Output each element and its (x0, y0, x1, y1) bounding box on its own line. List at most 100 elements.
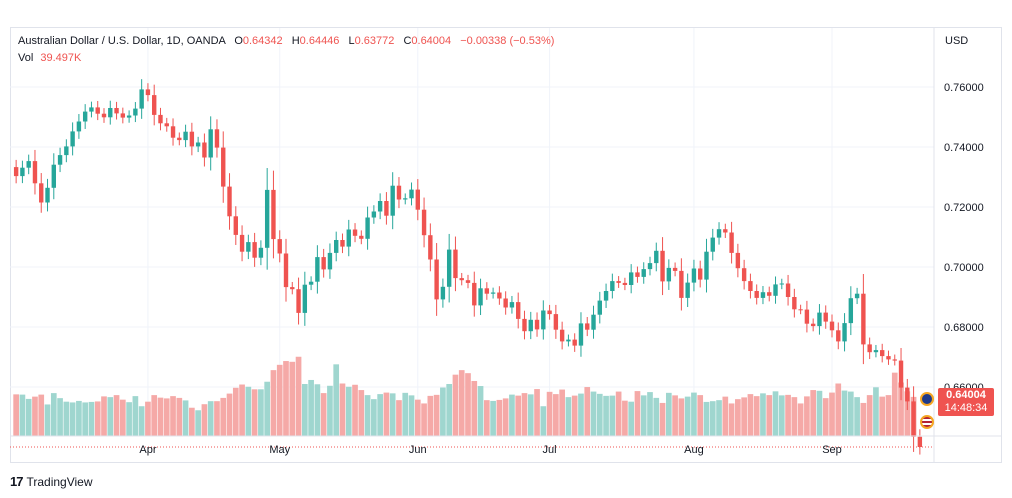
candle-body (660, 250, 665, 282)
volume-bar (640, 395, 647, 436)
candle-body (346, 229, 351, 247)
volume-bar (540, 406, 547, 436)
candle-body (252, 242, 257, 258)
volume-bar (797, 403, 804, 436)
candle-body (842, 323, 847, 342)
aud-flag-icon[interactable] (920, 392, 934, 406)
volume-bar (207, 401, 214, 436)
candle-body (559, 329, 565, 342)
volume-label: Vol (18, 52, 34, 64)
candle-body (679, 270, 684, 298)
candle-body (82, 111, 88, 122)
volume-bar (94, 401, 101, 436)
candle-body (371, 211, 377, 218)
chart-legend: Australian Dollar / U.S. Dollar, 1D, OAN… (18, 35, 554, 64)
candle-body (51, 164, 56, 188)
volume-bar (301, 384, 308, 436)
candle-body (133, 108, 138, 116)
usd-flag-icon[interactable] (920, 415, 934, 429)
volume-bar (201, 404, 208, 436)
candle-body (20, 167, 25, 177)
candle-body (541, 310, 546, 330)
volume-bar (364, 395, 371, 436)
volume-bar (82, 402, 89, 436)
volume-bar (214, 401, 220, 436)
volume-bar (352, 384, 358, 436)
candle-body (566, 339, 571, 342)
x-tick-label: Jun (409, 444, 427, 456)
candle-body (158, 114, 163, 124)
candle-body (735, 252, 741, 269)
candle-body (365, 217, 370, 239)
candle-body (57, 155, 63, 165)
candle-body (754, 291, 759, 298)
volume-bar (138, 406, 145, 436)
volume-bar (389, 393, 396, 436)
volume-bar (440, 387, 446, 436)
candle-body (465, 280, 471, 283)
candle-body (340, 240, 345, 247)
candle-body (490, 292, 496, 294)
volume-bar (879, 396, 886, 436)
volume-bar (571, 395, 578, 436)
volume-bar (345, 386, 352, 436)
volume-bar (396, 400, 402, 436)
volume-bar (327, 385, 333, 436)
candle-body (446, 249, 452, 287)
tradingview-branding[interactable]: 17 TradingView (10, 474, 93, 489)
volume-bar (578, 393, 584, 436)
volume-bar (13, 394, 19, 436)
currency-label[interactable]: USD (945, 35, 969, 47)
volume-bar (471, 380, 478, 436)
volume-bar (477, 386, 484, 436)
candle-body (628, 272, 634, 285)
volume-bar (239, 384, 245, 436)
candle-body (89, 107, 94, 112)
volume-bar (358, 390, 365, 436)
candle-body (534, 319, 540, 330)
candle-body (748, 281, 753, 291)
volume-bar (509, 394, 515, 436)
candle-body (880, 350, 885, 357)
x-tick-label: Sep (822, 444, 842, 456)
candle-body (221, 147, 226, 187)
candle-body (302, 284, 308, 313)
volume-bar (728, 403, 735, 436)
candle-body (848, 298, 854, 324)
volume-bar (634, 391, 641, 436)
candlesticks (10, 79, 934, 455)
volume-bar (822, 398, 829, 436)
volume-bar (483, 400, 490, 436)
candle-body (572, 339, 577, 346)
volume-bar (860, 402, 867, 436)
volume-bar (170, 396, 176, 436)
candle-body (823, 312, 828, 322)
volume-bar (628, 401, 635, 436)
close-label: C (403, 35, 412, 47)
volume-bar (596, 393, 603, 436)
volume-bar (772, 391, 779, 436)
volume-bar (672, 395, 678, 436)
volume-bar (44, 404, 51, 436)
volume-bar (176, 397, 183, 436)
volume-bar (898, 382, 904, 436)
volume-bar (295, 356, 302, 436)
candle-body (108, 108, 113, 118)
volume-bar (722, 396, 729, 436)
candle-body (616, 281, 621, 283)
candle-body (666, 267, 672, 282)
volume-bar (182, 400, 189, 436)
candle-body (321, 257, 326, 270)
candle-body (522, 318, 527, 332)
volume-bar (145, 401, 151, 436)
volume-bar (245, 386, 252, 436)
volume-bar (609, 395, 616, 436)
symbol-title[interactable]: Australian Dollar / U.S. Dollar, 1D, OAN… (18, 35, 226, 47)
candle-body (126, 115, 132, 118)
candle-body (654, 250, 659, 264)
volume-bar (502, 398, 509, 436)
last-price-value: 0.64004 (946, 389, 986, 401)
volume-bar (515, 395, 522, 436)
candle-body (503, 298, 508, 308)
